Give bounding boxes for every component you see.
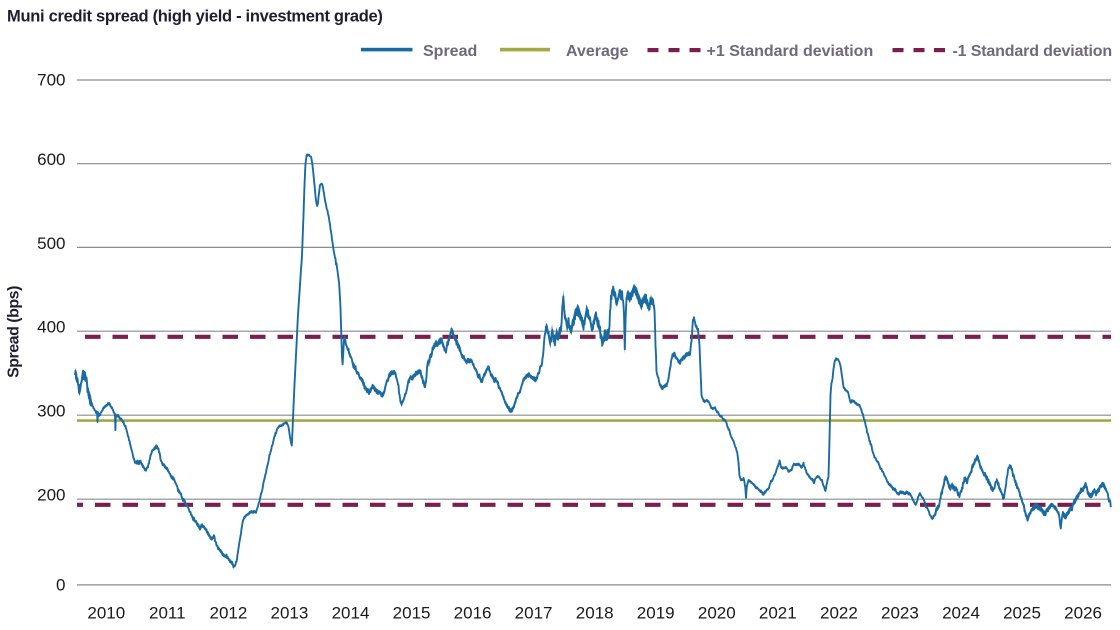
svg-text:200: 200 [37, 486, 65, 505]
svg-text:700: 700 [37, 71, 65, 90]
svg-text:Spread: Spread [423, 43, 477, 60]
svg-text:2019: 2019 [637, 604, 675, 623]
svg-text:600: 600 [37, 150, 65, 169]
svg-text:2014: 2014 [332, 604, 370, 623]
svg-text:500: 500 [37, 234, 65, 253]
svg-text:Spread (bps): Spread (bps) [6, 286, 23, 378]
svg-text:2024: 2024 [942, 604, 980, 623]
svg-text:Muni credit spread (high yield: Muni credit spread (high yield - investm… [7, 8, 383, 26]
svg-text:2017: 2017 [515, 604, 553, 623]
svg-text:2018: 2018 [576, 604, 614, 623]
svg-text:2026: 2026 [1064, 604, 1102, 623]
svg-text:2023: 2023 [881, 604, 919, 623]
svg-text:2010: 2010 [87, 604, 125, 623]
svg-text:2025: 2025 [1003, 604, 1041, 623]
svg-text:2021: 2021 [759, 604, 797, 623]
svg-text:2013: 2013 [270, 604, 308, 623]
svg-text:0: 0 [56, 576, 65, 595]
svg-text:Average: Average [566, 43, 629, 60]
svg-text:+1 Standard deviation: +1 Standard deviation [707, 43, 874, 60]
svg-text:300: 300 [37, 402, 65, 421]
svg-text:2012: 2012 [209, 604, 247, 623]
svg-text:400: 400 [37, 318, 65, 337]
svg-text:2016: 2016 [454, 604, 492, 623]
svg-text:2022: 2022 [820, 604, 858, 623]
svg-text:2020: 2020 [698, 604, 736, 623]
svg-text:2015: 2015 [393, 604, 431, 623]
svg-text:2011: 2011 [149, 604, 186, 623]
svg-text:-1 Standard deviation: -1 Standard deviation [953, 43, 1113, 60]
